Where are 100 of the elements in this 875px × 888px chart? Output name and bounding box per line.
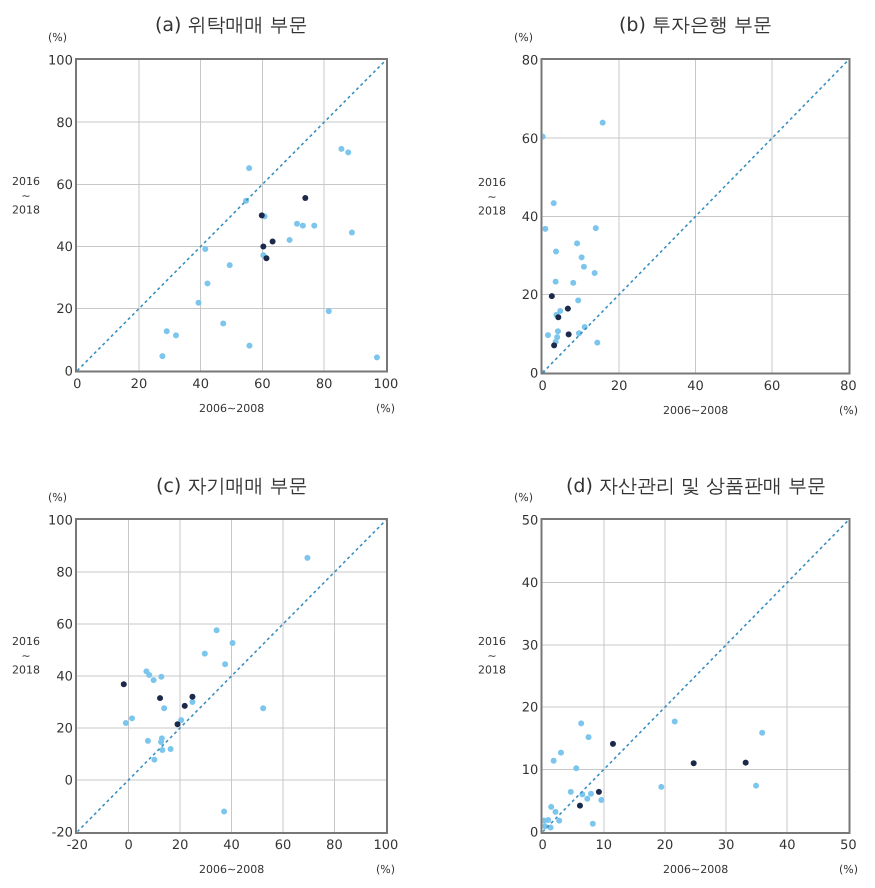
point (161, 705, 168, 712)
x-tick-label: 80 (840, 379, 857, 394)
point (580, 264, 587, 270)
x-tick-label: 20 (172, 838, 188, 854)
point (553, 248, 560, 255)
y-tick-label: 0 (64, 773, 73, 788)
point (196, 300, 202, 306)
point (168, 746, 174, 752)
point (594, 340, 600, 346)
x-tick-label: 100 (373, 377, 398, 392)
x-tick-label: 0 (124, 838, 133, 854)
point (570, 280, 576, 286)
point (566, 331, 572, 338)
y-tick-label: -20 (52, 825, 73, 840)
y-tick-label: 60 (56, 178, 73, 193)
point (759, 730, 766, 736)
point (150, 677, 157, 684)
point (658, 784, 664, 790)
point (230, 640, 236, 646)
point (592, 270, 598, 276)
point (552, 278, 559, 285)
y-tick-label: 10 (522, 763, 538, 778)
point (202, 650, 208, 657)
point (260, 705, 266, 712)
y-tick-label: 0 (64, 364, 73, 380)
x-tick-label: 40 (778, 838, 796, 854)
x-tick-label: 100 (373, 838, 398, 854)
y-tick-label: 20 (56, 721, 73, 736)
point (222, 661, 228, 668)
point (551, 342, 558, 348)
y-tick-label: 60 (522, 132, 538, 147)
point (221, 808, 228, 815)
point (568, 788, 574, 795)
x-tick-label: 30 (718, 838, 734, 854)
y-tick-label: 100 (48, 514, 73, 529)
y-tick-label: 40 (522, 210, 538, 225)
point (564, 306, 571, 312)
chart-title: (a) 위탁매매 부문 (155, 14, 308, 36)
point (182, 702, 188, 709)
point (548, 804, 554, 810)
point (550, 758, 557, 764)
point (202, 246, 208, 252)
point (164, 328, 170, 334)
point (600, 120, 606, 126)
point (338, 146, 344, 152)
point (348, 229, 355, 236)
y-tick-label: 20 (522, 288, 538, 304)
y-tick-label: 0 (530, 825, 538, 840)
point (178, 717, 184, 724)
point (129, 715, 136, 722)
point (304, 554, 310, 561)
point (345, 149, 352, 156)
point (258, 212, 265, 218)
point (548, 824, 554, 830)
x-tick-label: 40 (223, 838, 240, 854)
x-tick-label: 80 (326, 838, 343, 854)
text: (%) (514, 491, 534, 504)
point (151, 756, 158, 763)
point (226, 262, 233, 268)
y-tick-label: 100 (48, 54, 73, 69)
point (204, 280, 210, 286)
y-axis-title: 2016 ~ 2018 (478, 635, 506, 677)
x-tick-label: 50 (840, 838, 857, 854)
y-tick-label: 20 (56, 302, 73, 318)
y-axis-title: 2016 ~ 2018 (12, 635, 40, 677)
point (672, 718, 678, 724)
text: (%) (376, 402, 396, 415)
point (576, 802, 583, 809)
point (558, 750, 564, 756)
point (302, 195, 308, 201)
y-tick-label: 30 (522, 638, 538, 654)
y-tick-label: 40 (522, 576, 538, 592)
x-tick-label: 80 (316, 377, 332, 392)
x-tick-label: 60 (254, 377, 271, 392)
point (753, 782, 760, 789)
point (146, 672, 152, 678)
point (246, 165, 252, 172)
point (742, 760, 749, 766)
y-tick-label: 80 (522, 54, 538, 69)
point (578, 720, 584, 726)
text: (%) (514, 31, 534, 44)
y-axis-title: 2016 ~ 2018 (478, 176, 506, 218)
point (159, 353, 166, 360)
x-tick-label: 60 (764, 379, 780, 394)
chart-title: (b) 투자은행 부문 (619, 14, 772, 36)
point (260, 243, 266, 250)
y-tick-label: 0 (530, 366, 538, 382)
x-tick-label: 20 (656, 838, 674, 854)
text: (%) (376, 863, 396, 876)
point (588, 790, 594, 797)
point (590, 820, 596, 827)
point (586, 734, 592, 740)
point (144, 738, 151, 744)
point (548, 293, 555, 300)
point (172, 332, 179, 338)
y-tick-label: 80 (56, 566, 73, 581)
point (573, 765, 580, 772)
x-axis-title: 2006~2008 (663, 404, 728, 417)
point (157, 695, 164, 702)
point (263, 255, 270, 262)
